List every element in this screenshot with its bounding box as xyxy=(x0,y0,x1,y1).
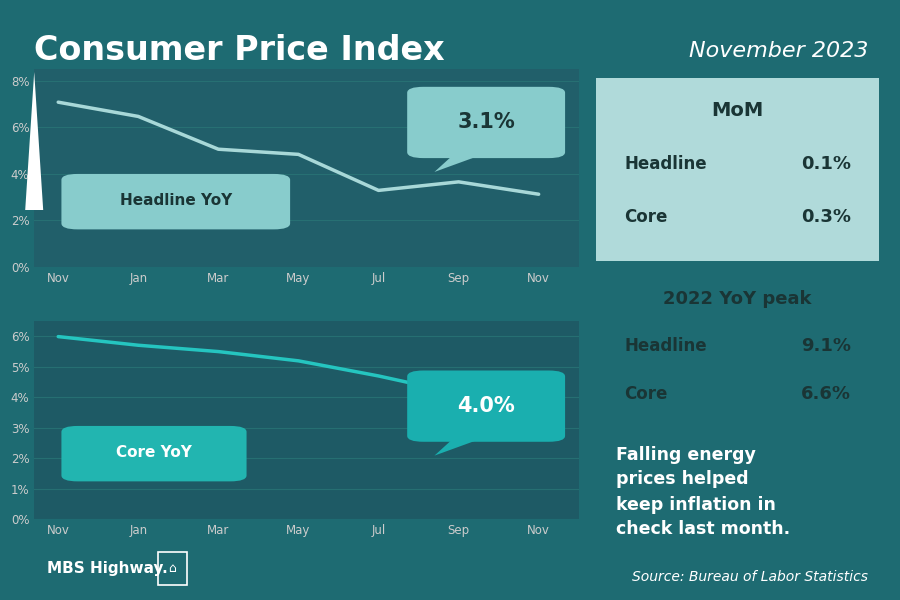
FancyBboxPatch shape xyxy=(61,174,290,229)
Text: 3.1%: 3.1% xyxy=(457,112,515,133)
Text: Core YoY: Core YoY xyxy=(116,445,192,460)
Text: Core: Core xyxy=(625,208,668,226)
Text: 0.3%: 0.3% xyxy=(801,208,851,226)
Text: Falling energy
prices helped
keep inflation in
check last month.: Falling energy prices helped keep inflat… xyxy=(616,445,790,539)
Text: 0.1%: 0.1% xyxy=(801,155,851,173)
Text: 9.1%: 9.1% xyxy=(801,337,851,355)
Text: Headline YoY: Headline YoY xyxy=(120,193,232,208)
Text: MBS Highway.: MBS Highway. xyxy=(47,562,167,576)
Text: MoM: MoM xyxy=(711,101,764,121)
Text: 4.0%: 4.0% xyxy=(457,396,515,416)
FancyBboxPatch shape xyxy=(407,370,565,442)
FancyBboxPatch shape xyxy=(596,78,879,261)
Text: Headline: Headline xyxy=(625,337,706,355)
Text: 2022 YoY peak: 2022 YoY peak xyxy=(663,290,812,308)
Text: 6.6%: 6.6% xyxy=(801,385,851,403)
Polygon shape xyxy=(435,436,489,455)
Polygon shape xyxy=(435,152,489,172)
FancyBboxPatch shape xyxy=(61,426,247,481)
Text: Consumer Price Index: Consumer Price Index xyxy=(34,34,445,67)
Text: Core: Core xyxy=(625,385,668,403)
Text: Source: Bureau of Labor Statistics: Source: Bureau of Labor Statistics xyxy=(633,570,868,584)
Text: ⌂: ⌂ xyxy=(168,562,176,575)
Text: Headline: Headline xyxy=(625,155,706,173)
FancyBboxPatch shape xyxy=(407,87,565,158)
Text: November 2023: November 2023 xyxy=(689,41,868,61)
